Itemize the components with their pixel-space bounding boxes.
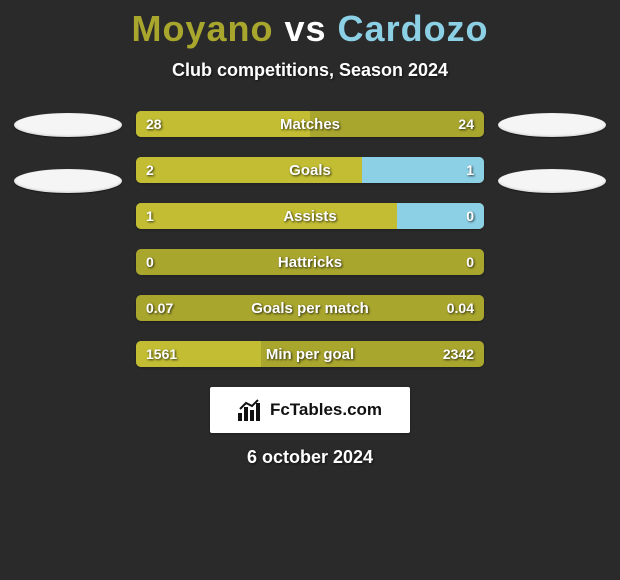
stat-fill-left [136, 111, 310, 137]
comparison-title: Moyano vs Cardozo [0, 8, 620, 50]
player-b-name: Cardozo [338, 8, 489, 49]
stat-value-right: 2342 [443, 346, 474, 362]
stat-row-matches: 28Matches24 [136, 111, 484, 137]
player-b-photo-placeholder [498, 113, 606, 137]
stat-value-right: 24 [458, 116, 474, 132]
player-a-name: Moyano [131, 8, 273, 49]
stat-row-goals-per-match: 0.07Goals per match0.04 [136, 295, 484, 321]
stat-row-assists: 1Assists0 [136, 203, 484, 229]
side-right [496, 111, 608, 193]
brand-box: FcTables.com [210, 387, 410, 433]
stat-fill-left [136, 341, 261, 367]
stat-row-hattricks: 0Hattricks0 [136, 249, 484, 275]
stat-fill-left [136, 203, 397, 229]
date-label: 6 october 2024 [0, 447, 620, 468]
stat-fill-right [397, 203, 484, 229]
vs-word: vs [284, 8, 326, 49]
brand-label: FcTables.com [270, 400, 382, 420]
stat-fill-right [362, 157, 484, 183]
fctables-logo-icon [238, 399, 264, 421]
subtitle: Club competitions, Season 2024 [0, 60, 620, 81]
stat-value-right: 0.04 [447, 300, 474, 316]
stat-label: Hattricks [136, 254, 484, 271]
side-left [12, 111, 124, 193]
stat-bars: 28Matches24 2Goals1 1Assists0 0Hattricks0 0.… [136, 111, 484, 367]
stat-label: Goals per match [136, 300, 484, 317]
stat-value-left: 0 [146, 254, 154, 270]
player-a-flag-placeholder [14, 169, 122, 193]
stat-fill-left [136, 157, 362, 183]
stat-row-goals: 2Goals1 [136, 157, 484, 183]
stat-value-left: 0.07 [146, 300, 173, 316]
player-b-flag-placeholder [498, 169, 606, 193]
player-a-photo-placeholder [14, 113, 122, 137]
comparison-body: 28Matches24 2Goals1 1Assists0 0Hattricks0 0.… [0, 111, 620, 367]
stat-value-right: 0 [466, 254, 474, 270]
stat-row-min-per-goal: 1561Min per goal2342 [136, 341, 484, 367]
